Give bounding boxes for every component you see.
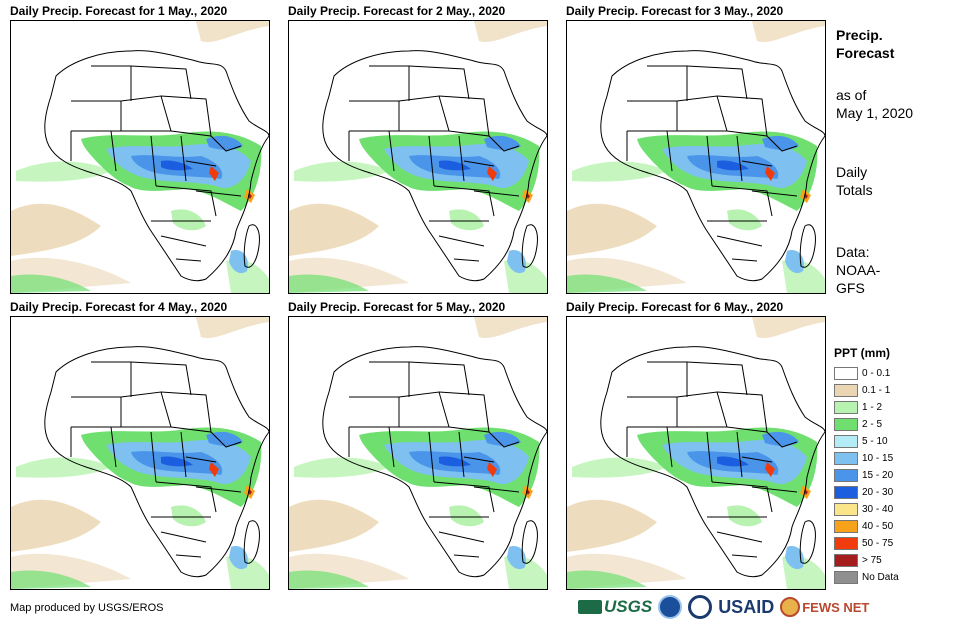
usgs-logo: USGS (578, 597, 652, 617)
panel-title: Daily Precip. Forecast for 5 May., 2020 (288, 300, 506, 314)
legend-item: 2 - 5 (834, 416, 924, 433)
legend-label: > 75 (862, 555, 882, 566)
legend-label: 1 - 2 (862, 402, 883, 413)
legend-swatch (834, 571, 858, 584)
precip-map (288, 20, 548, 294)
precip-map (566, 20, 826, 294)
legend-label: 2 - 5 (862, 419, 883, 430)
legend-label: 20 - 30 (862, 487, 894, 498)
legend-swatch (834, 486, 858, 499)
legend-item: 30 - 40 (834, 501, 924, 518)
fews-net-mark-icon (780, 597, 801, 617)
legend-label: No Data (862, 572, 899, 583)
precip-map (10, 316, 270, 590)
panel-title: Daily Precip. Forecast for 6 May., 2020 (566, 300, 784, 314)
legend-label: 40 - 50 (862, 521, 894, 532)
legend: PPT (mm) 0 - 0.1 0.1 - 1 1 - 2 2 - 5 5 - 10 1… (834, 346, 924, 586)
legend-label: 50 - 75 (862, 538, 894, 549)
legend-label: 30 - 40 (862, 504, 894, 515)
fews-net-logo: FEWS NET (780, 597, 869, 617)
legend-item: No Data (834, 569, 924, 586)
legend-label: 0.1 - 1 (862, 385, 891, 396)
usaid-seal-icon (688, 595, 713, 619)
legend-label: 5 - 10 (862, 436, 888, 447)
legend-item: 1 - 2 (834, 399, 924, 416)
legend-item: 40 - 50 (834, 518, 924, 535)
precip-map (566, 316, 826, 590)
legend-item: 0 - 0.1 (834, 365, 924, 382)
legend-swatch (834, 537, 858, 550)
panel-title: Daily Precip. Forecast for 3 May., 2020 (566, 4, 784, 18)
legend-swatch (834, 401, 858, 414)
daily-totals-label: Daily Totals (836, 164, 873, 198)
side-title: Precip. Forecast (836, 27, 895, 61)
legend-item: 15 - 20 (834, 467, 924, 484)
legend-label: 10 - 15 (862, 453, 894, 464)
legend-swatch (834, 367, 858, 380)
legend-item: 50 - 75 (834, 535, 924, 552)
panel-title: Daily Precip. Forecast for 2 May., 2020 (288, 4, 506, 18)
legend-label: 15 - 20 (862, 470, 894, 481)
legend-item: 0.1 - 1 (834, 382, 924, 399)
legend-swatch (834, 469, 858, 482)
panel-title: Daily Precip. Forecast for 4 May., 2020 (10, 300, 228, 314)
legend-item: 10 - 15 (834, 450, 924, 467)
legend-item: 5 - 10 (834, 433, 924, 450)
partner-logos: USGS USAID FEWS NET (578, 594, 869, 620)
usaid-logo: USAID (718, 596, 775, 617)
precip-map (10, 20, 270, 294)
legend-label: 0 - 0.1 (862, 368, 891, 379)
legend-item: 20 - 30 (834, 484, 924, 501)
legend-swatch (834, 520, 858, 533)
legend-swatch (834, 435, 858, 448)
precip-map (288, 316, 548, 590)
legend-item: > 75 (834, 552, 924, 569)
noaa-logo-icon (658, 595, 683, 619)
legend-swatch (834, 384, 858, 397)
legend-title: PPT (mm) (834, 346, 891, 360)
map-credit: Map produced by USGS/EROS (10, 602, 164, 614)
legend-swatch (834, 554, 858, 567)
legend-swatch (834, 452, 858, 465)
legend-swatch (834, 503, 858, 516)
legend-swatch (834, 418, 858, 431)
data-source: Data: NOAA- GFS (836, 244, 881, 296)
usgs-mark-icon (578, 600, 602, 614)
as-of-date: as of May 1, 2020 (836, 87, 914, 121)
panel-title: Daily Precip. Forecast for 1 May., 2020 (10, 4, 228, 18)
